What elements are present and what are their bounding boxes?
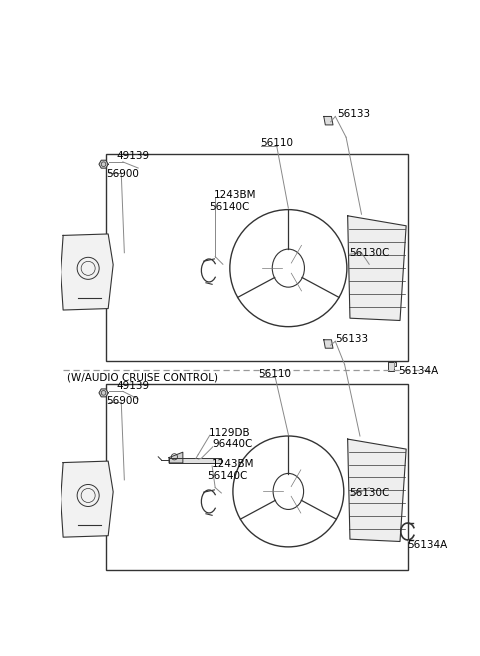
Polygon shape (388, 362, 396, 371)
Text: 56140C: 56140C (207, 471, 248, 481)
Polygon shape (169, 452, 183, 463)
Bar (106, 384, 408, 570)
Polygon shape (99, 160, 108, 168)
Text: 49139: 49139 (117, 381, 150, 391)
Polygon shape (324, 117, 333, 125)
Text: 56110: 56110 (260, 138, 293, 148)
Text: 56900: 56900 (106, 169, 139, 179)
Text: 56133: 56133 (336, 334, 369, 344)
Polygon shape (60, 234, 113, 310)
Polygon shape (99, 389, 108, 397)
Text: 56130C: 56130C (349, 488, 390, 498)
Polygon shape (324, 340, 333, 348)
Text: 1243BM: 1243BM (212, 459, 254, 470)
Text: 1129DB: 1129DB (209, 428, 251, 438)
Text: 56130C: 56130C (349, 248, 390, 258)
Bar (106, 154, 408, 361)
Text: 56134A: 56134A (407, 541, 447, 550)
Text: 56900: 56900 (106, 396, 139, 405)
Text: 56140C: 56140C (209, 201, 250, 211)
Text: 49139: 49139 (117, 152, 150, 161)
Polygon shape (60, 461, 113, 537)
Text: 56110: 56110 (258, 369, 291, 379)
Polygon shape (348, 439, 406, 541)
Text: 1243BM: 1243BM (214, 190, 256, 200)
Text: (W/AUDIO CRUISE CONTROL): (W/AUDIO CRUISE CONTROL) (67, 373, 218, 382)
Text: 56133: 56133 (337, 109, 370, 119)
Text: 56134A: 56134A (398, 366, 439, 377)
Text: 96440C: 96440C (212, 440, 252, 449)
Polygon shape (348, 216, 406, 321)
Polygon shape (169, 458, 221, 463)
